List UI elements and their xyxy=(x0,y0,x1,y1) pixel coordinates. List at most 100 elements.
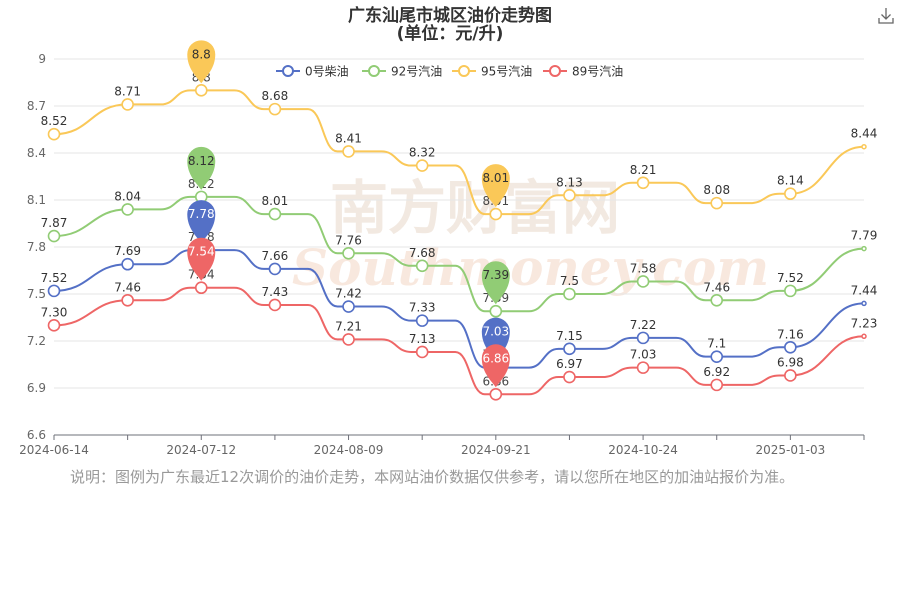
y-tick-label: 8.4 xyxy=(27,146,46,160)
point-label: 7.15 xyxy=(556,329,583,343)
point-label: 7.30 xyxy=(41,305,68,319)
legend-label: 95号汽油 xyxy=(481,64,532,79)
legend-label: 92号汽油 xyxy=(391,64,442,79)
data-point xyxy=(194,281,208,295)
y-tick-label: 9 xyxy=(38,52,46,66)
marker-pin-label: 8.8 xyxy=(192,47,211,61)
point-label: 7.22 xyxy=(630,318,657,332)
data-point xyxy=(861,300,867,307)
marker-pin-label: 6.86 xyxy=(482,351,509,365)
data-point xyxy=(121,203,134,216)
legend-item-1[interactable]: 92号汽油 xyxy=(362,64,442,79)
legend-item-0[interactable]: 0号柴油 xyxy=(276,65,349,79)
data-point xyxy=(636,331,650,345)
marker-pin-label: 8.12 xyxy=(188,154,215,168)
data-point xyxy=(342,246,355,260)
legend-item-3[interactable]: 89号汽油 xyxy=(543,64,623,79)
y-tick-label: 8.1 xyxy=(27,193,46,207)
y-tick-label: 6.9 xyxy=(27,381,46,395)
marker-pin-shape xyxy=(481,344,510,388)
point-label: 7.46 xyxy=(114,280,141,294)
download-icon[interactable] xyxy=(878,7,894,25)
marker-pins: 7.78 7.03 8.12 7.39 8.8 8.01 7.54 6.86 xyxy=(187,40,510,388)
data-point xyxy=(415,159,429,172)
chart-subtitle: (单位：元/升) xyxy=(397,23,504,44)
marker-pin-label: 7.54 xyxy=(188,245,215,259)
data-point xyxy=(268,207,282,221)
point-label: 8.32 xyxy=(409,146,436,160)
marker-pin: 7.39 xyxy=(481,261,510,305)
data-point xyxy=(563,370,576,384)
data-point xyxy=(489,387,503,401)
data-point xyxy=(47,319,61,332)
marker-pin-label: 8.01 xyxy=(482,171,509,185)
data-point xyxy=(415,259,429,273)
point-label: 6.97 xyxy=(556,357,583,371)
data-point xyxy=(710,378,724,392)
x-tick-label: 2024-08-09 xyxy=(314,443,384,457)
data-point xyxy=(342,333,355,346)
marker-pin-shape xyxy=(187,40,216,84)
y-tick-label: 6.6 xyxy=(27,428,46,442)
data-point xyxy=(489,304,503,318)
data-point xyxy=(121,293,134,307)
data-point xyxy=(563,189,576,202)
axes: 6.6 6.9 7.2 7.5 7.8 8.1 8.4 8.7 9 2024-06-14 2024-… xyxy=(19,52,865,457)
marker-pin-shape xyxy=(481,164,510,208)
marker-pin: 7.78 xyxy=(187,200,216,244)
marker-pin: 8.01 xyxy=(481,164,510,208)
point-label: 8.52 xyxy=(41,114,68,128)
x-tick-label: 2024-09-21 xyxy=(461,443,531,457)
series-3 xyxy=(47,281,867,401)
marker-pin-label: 7.39 xyxy=(482,268,509,282)
legend-symbol xyxy=(368,65,380,77)
point-label: 7.44 xyxy=(851,283,878,297)
point-label: 8.68 xyxy=(262,89,289,103)
point-label: 7.69 xyxy=(114,244,141,258)
series-1 xyxy=(47,190,867,318)
point-label: 7.21 xyxy=(335,319,362,333)
watermark-en: Southmoney.com xyxy=(292,238,769,297)
data-point xyxy=(489,207,503,221)
point-label: 7.52 xyxy=(777,271,804,285)
data-point xyxy=(415,314,429,327)
legend-symbol xyxy=(549,65,561,77)
data-point xyxy=(121,98,134,111)
point-label: 7.43 xyxy=(262,285,289,299)
marker-pin-shape xyxy=(187,237,216,281)
point-label: 7.87 xyxy=(41,216,68,230)
x-tick-label: 2024-07-12 xyxy=(166,443,236,457)
marker-pin-shape xyxy=(187,146,216,190)
point-label: 8.13 xyxy=(556,175,583,189)
point-label: 8.04 xyxy=(114,189,141,203)
series-2 xyxy=(47,84,867,221)
point-label: 7.42 xyxy=(335,287,362,301)
x-tick-label: 2024-06-14 xyxy=(19,443,89,457)
marker-pin-label: 7.78 xyxy=(188,207,215,221)
point-label: 8.41 xyxy=(335,131,362,145)
data-point xyxy=(636,275,650,288)
y-tick-label: 7.8 xyxy=(27,240,46,254)
chart-note: 说明：图例为广东最近12次调价的油价走势，本网站油价数据仅供参考，请以您所在地区… xyxy=(70,468,795,486)
series-line xyxy=(53,89,865,216)
series-line xyxy=(53,195,865,313)
legend: 0号柴油 92号汽油 95号汽油 89号汽油 xyxy=(276,64,623,79)
data-point xyxy=(415,345,429,359)
data-point xyxy=(784,187,797,201)
marker-pin: 8.8 xyxy=(187,40,216,84)
legend-item-2[interactable]: 95号汽油 xyxy=(452,64,532,79)
data-point xyxy=(47,284,61,298)
point-label: 7.23 xyxy=(851,316,878,330)
data-point xyxy=(563,342,576,356)
data-point xyxy=(861,333,867,340)
point-label: 7.16 xyxy=(777,327,804,341)
marker-pin: 8.12 xyxy=(187,146,216,190)
point-label: 6.98 xyxy=(777,355,804,369)
legend-symbol xyxy=(458,65,470,77)
marker-pin-label: 7.03 xyxy=(482,325,509,339)
point-label: 8.08 xyxy=(703,183,730,197)
point-label: 7.66 xyxy=(262,249,289,263)
data-point xyxy=(710,350,724,363)
watermark: 南方财富网 Southmoney.com xyxy=(292,174,769,297)
